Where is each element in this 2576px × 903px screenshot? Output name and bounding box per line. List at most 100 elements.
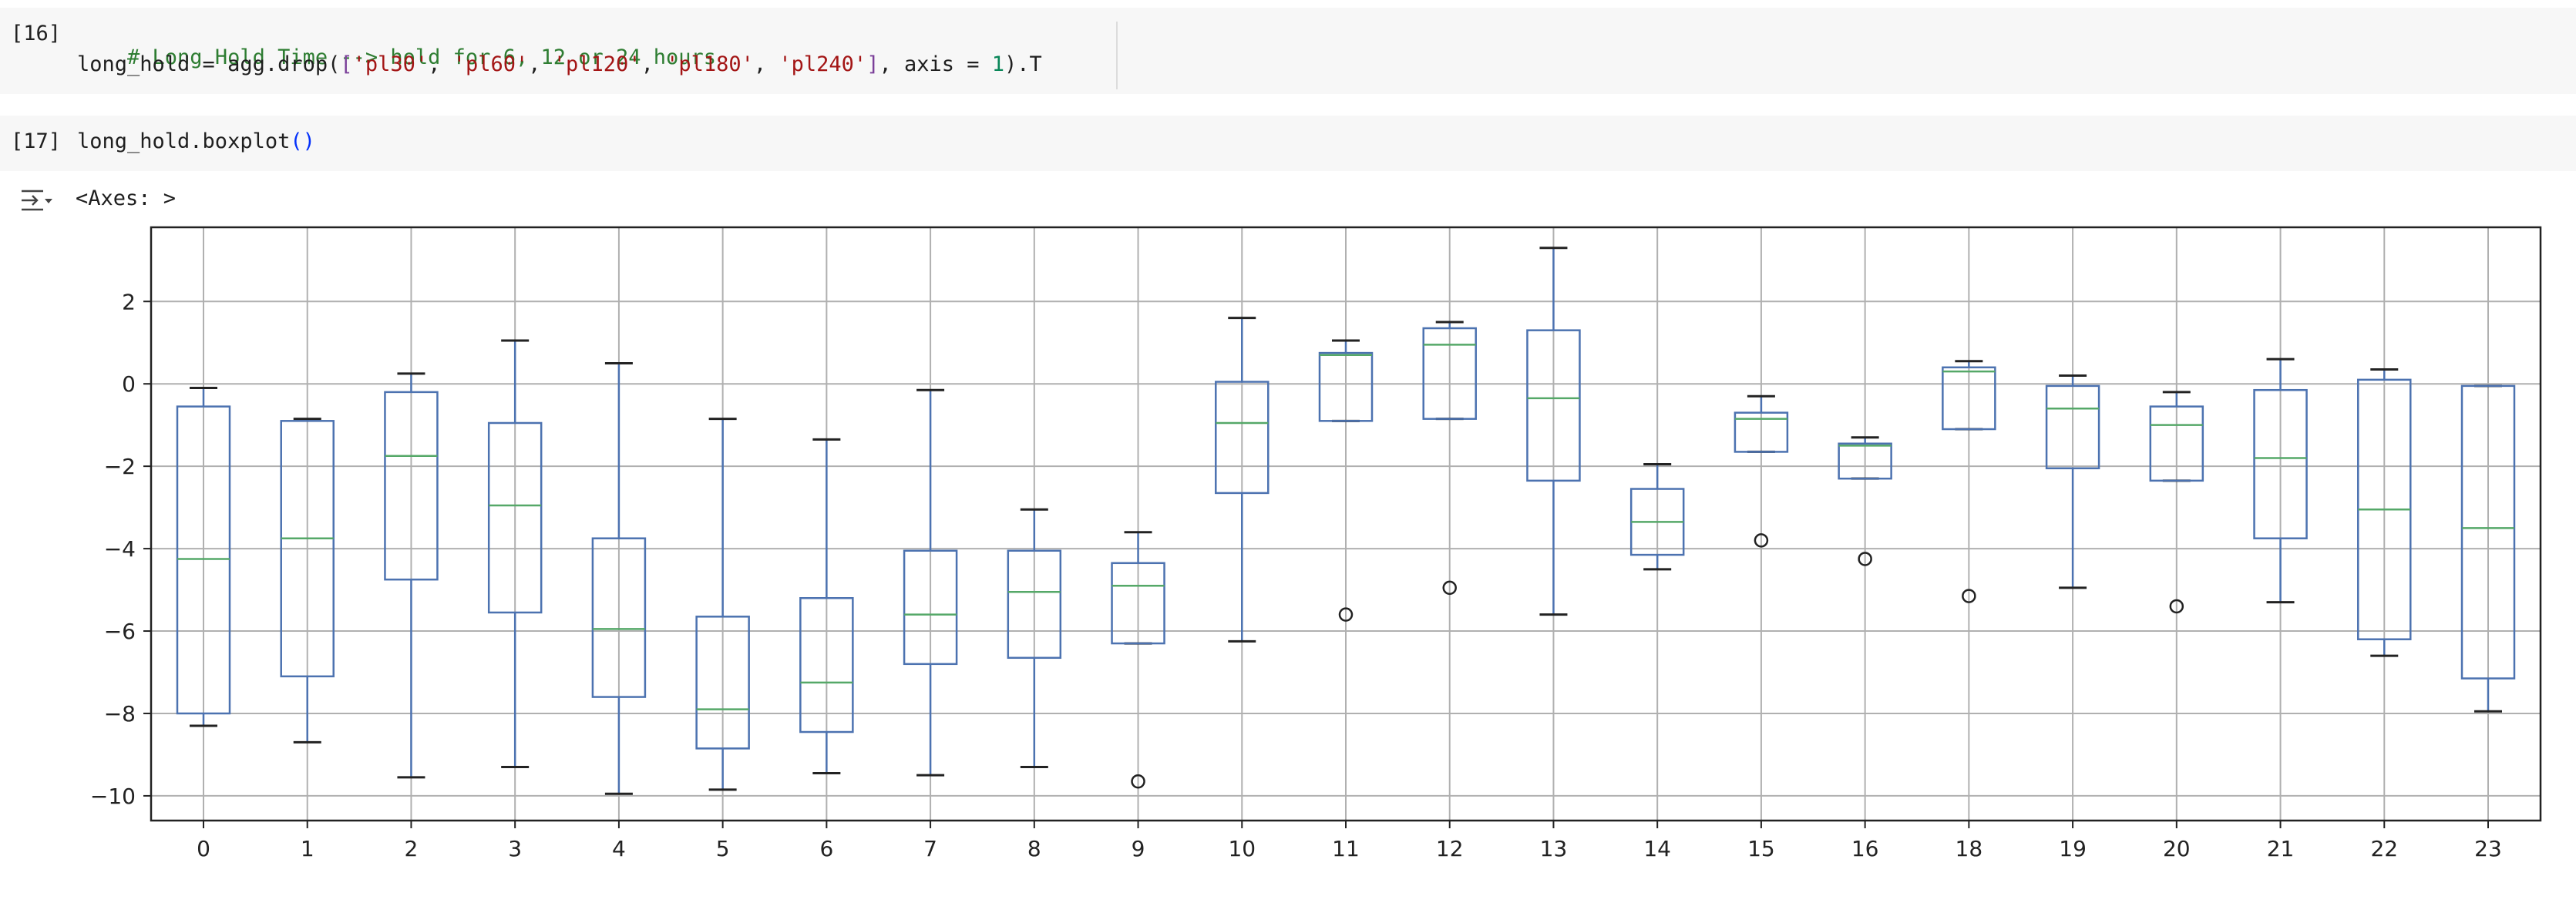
x-tick-label: 3 — [508, 836, 522, 861]
box-body — [903, 549, 958, 666]
box-7 — [903, 388, 958, 777]
code-token: () — [290, 129, 315, 153]
code-line-comment[interactable]: # Long Hold Time --> hold for 6, 12 or 2… — [77, 22, 716, 93]
box-body — [2253, 388, 2308, 539]
cell-prompt: [16] — [11, 22, 62, 45]
y-tick-label: 2 — [122, 289, 136, 314]
box-body — [1734, 411, 1789, 453]
box-body — [799, 597, 854, 733]
box-2 — [384, 372, 439, 779]
x-tick-label: 0 — [197, 836, 210, 861]
code-comment: # Long Hold Time --> hold for 6, 12 or 2… — [127, 45, 717, 69]
box-body — [1422, 327, 1477, 420]
x-tick-label: 9 — [1132, 836, 1145, 861]
x-tick-label: 8 — [1027, 836, 1041, 861]
box-3 — [487, 339, 543, 768]
box-body — [1215, 381, 1270, 495]
y-tick-label: −8 — [104, 701, 136, 727]
box-body — [1838, 442, 1892, 480]
outlier-point — [2169, 599, 2184, 614]
code-token: , — [528, 52, 553, 76]
box-6 — [799, 438, 854, 775]
code-token: ] — [866, 52, 879, 76]
box-body — [487, 421, 543, 614]
code-string: 'pl180' — [666, 52, 754, 76]
box-19 — [2045, 374, 2100, 589]
box-body — [280, 420, 335, 678]
box-body — [2460, 384, 2516, 680]
code-line-assignment[interactable]: long_hold = agg.drop(['pl30', 'pl60', 'p… — [77, 52, 1042, 76]
x-tick-label: 14 — [1643, 836, 1671, 861]
box-5 — [695, 418, 750, 791]
box-4 — [591, 361, 647, 795]
code-line-boxplot[interactable]: long_hold.boxplot() — [77, 129, 315, 153]
x-tick-label: 13 — [1540, 836, 1568, 861]
code-cell-17[interactable]: [17] long_hold.boxplot() — [0, 116, 2576, 171]
output-toggle-icon[interactable] — [20, 186, 54, 214]
x-tick-label: 7 — [923, 836, 937, 861]
box-body — [1111, 562, 1165, 645]
box-body — [591, 537, 647, 698]
x-tick-label: 21 — [2267, 836, 2295, 861]
y-tick-label: −10 — [90, 784, 136, 809]
box-18 — [1942, 360, 1996, 603]
code-token: ).T — [1004, 52, 1042, 76]
outlier-point — [1754, 533, 1769, 548]
code-number: 1 — [991, 52, 1005, 76]
box-11 — [1318, 339, 1374, 622]
code-string: 'pl60' — [452, 52, 529, 76]
code-string: 'pl30' — [352, 52, 429, 76]
code-token: long_hold = agg.drop( — [77, 52, 341, 76]
outlier-point — [1131, 774, 1145, 789]
box-22 — [2357, 368, 2412, 657]
box-body — [695, 616, 750, 750]
x-tick-label: 5 — [716, 836, 730, 861]
x-tick-label: 2 — [405, 836, 419, 861]
cell-prompt: [17] — [11, 129, 62, 153]
code-token: long_hold.boxplot — [77, 129, 291, 153]
box-15 — [1734, 394, 1789, 548]
boxes — [176, 247, 2516, 795]
tick-labels: 20−2−4−6−8−100 1 2 3 4 5 6 7 8 9 10 11 12 13 14 15 16 18 1… — [90, 289, 2502, 861]
x-tick-label: 20 — [2163, 836, 2191, 861]
x-tick-label: 18 — [1956, 836, 1983, 861]
x-tick-label: 4 — [612, 836, 626, 861]
x-tick-label: 22 — [2370, 836, 2398, 861]
y-tick-label: 0 — [122, 371, 136, 397]
x-tick-label: 23 — [2474, 836, 2502, 861]
box-body — [384, 391, 439, 581]
outlier-point — [1858, 552, 1872, 566]
box-body — [2149, 405, 2204, 482]
box-9 — [1111, 531, 1165, 789]
box-16 — [1838, 436, 1892, 566]
x-tick-label: 19 — [2059, 836, 2087, 861]
x-tick-label: 12 — [1436, 836, 1464, 861]
y-tick-label: −6 — [104, 619, 136, 644]
x-tick-label: 11 — [1332, 836, 1360, 861]
box-21 — [2253, 358, 2308, 604]
box-body — [1007, 549, 1062, 660]
box-body — [1318, 351, 1374, 422]
box-23 — [2460, 384, 2516, 713]
code-string: 'pl240' — [779, 52, 867, 76]
box-body — [1526, 329, 1581, 482]
box-20 — [2149, 391, 2204, 614]
box-0 — [176, 387, 231, 727]
code-string: 'pl120' — [553, 52, 641, 76]
outlier-point — [1962, 589, 1976, 603]
box-8 — [1007, 508, 1062, 768]
code-token: , axis = — [879, 52, 992, 76]
code-token: [ — [340, 52, 353, 76]
x-tick-label: 1 — [301, 836, 314, 861]
cell-divider — [1116, 22, 1118, 89]
y-tick-label: −2 — [104, 454, 136, 479]
box-10 — [1215, 317, 1270, 643]
code-token: , — [428, 52, 453, 76]
box-body — [2045, 384, 2100, 470]
code-cell-16[interactable]: [16] # Long Hold Time --> hold for 6, 12… — [0, 8, 2576, 94]
box-1 — [280, 418, 335, 744]
x-tick-label: 6 — [819, 836, 833, 861]
output-text: <Axes: > — [76, 186, 177, 210]
box-14 — [1629, 462, 1685, 571]
